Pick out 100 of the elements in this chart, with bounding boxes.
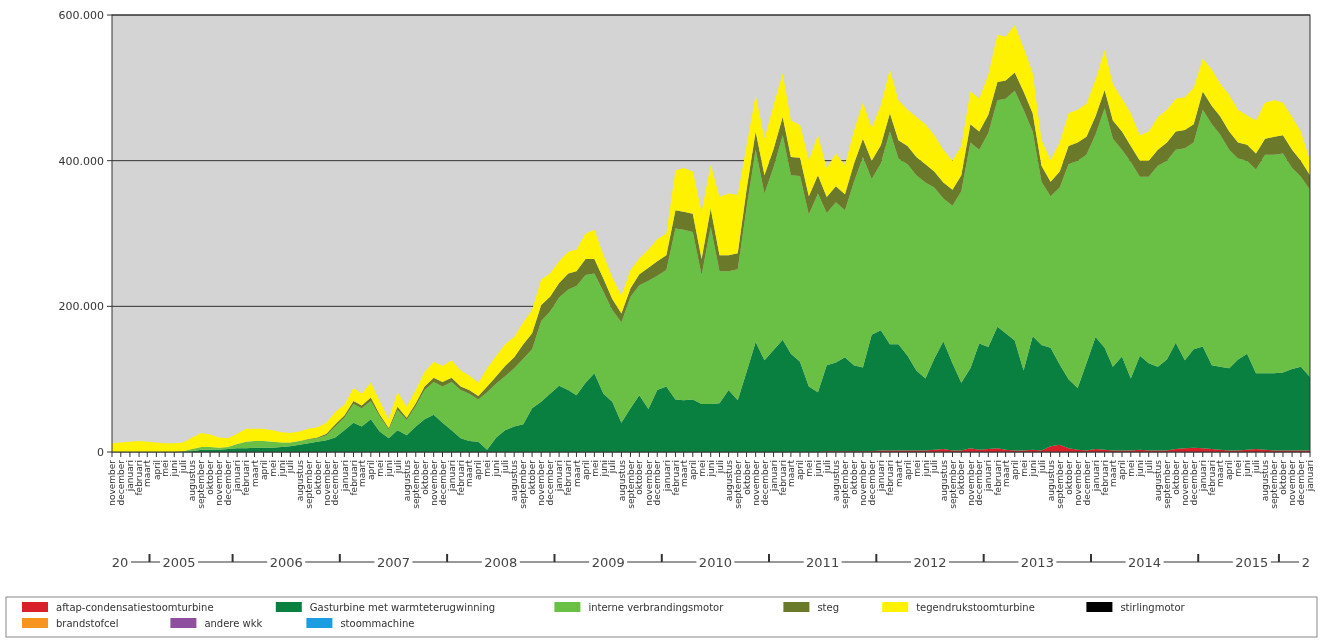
x-tick-label: juli (929, 460, 940, 475)
x-tick-label: december (974, 459, 985, 506)
x-tick-label: januari (875, 460, 886, 493)
x-tick-label: mei (803, 460, 814, 477)
x-tick-label: november (214, 459, 225, 506)
x-tick-label: november (965, 459, 976, 506)
text: 2011 (806, 554, 840, 570)
x-tick-label: juli (607, 460, 618, 475)
x-tick-label: november (1287, 459, 1298, 506)
x-tick-label: augustus (938, 459, 949, 502)
x-tick-label: oktober (1170, 459, 1181, 495)
text: 2015 (1235, 554, 1269, 570)
x-tick-label: juni (169, 460, 180, 478)
x-tick-label: juli (1251, 460, 1262, 475)
x-tick-label: december (330, 459, 341, 506)
x-tick-label: oktober (956, 459, 967, 495)
x-tick-label: augustus (187, 459, 198, 502)
x-tick-label: juni (598, 460, 609, 478)
x-tick-label: juli (500, 460, 511, 475)
text: 2014 (1128, 554, 1162, 570)
x-tick-label: april (795, 460, 806, 480)
legend-label: steg (817, 601, 840, 613)
x-tick-label: april (1224, 460, 1235, 480)
x-tick-label: april (1009, 460, 1020, 480)
x-tick-label: december (1296, 459, 1307, 506)
x-tick-label: juni (705, 460, 716, 478)
legend-label: Gasturbine met warmteterugwinning (309, 601, 496, 613)
y-tick-label: 600.000 (58, 8, 104, 22)
legend-label: andere wkk (204, 617, 263, 629)
x-tick-label: april (365, 460, 376, 480)
x-tick-label: juli (178, 460, 189, 475)
text: 2008 (484, 554, 518, 570)
x-tick-label: maart (1108, 459, 1119, 488)
x-tick-label: oktober (205, 459, 216, 495)
x-tick-label: augustus (831, 459, 841, 502)
x-tick-label: mei (1018, 460, 1029, 477)
x-tick-label: mei (1233, 460, 1244, 477)
x-tick-label: juli (1036, 460, 1047, 475)
x-tick-label: maart (571, 459, 582, 488)
x-tick-label: april (258, 460, 269, 480)
x-tick-label: maart (249, 459, 260, 488)
x-tick-label: november (428, 459, 439, 506)
legend-label: aftap-condensatiestoomturbine (56, 601, 214, 613)
x-tick-label: januari (232, 460, 243, 493)
x-tick-label: juli (821, 460, 832, 475)
x-tick-label: maart (142, 459, 153, 488)
x-tick-label: mei (267, 460, 278, 477)
x-tick-label: januari (768, 460, 779, 493)
x-tick-label: december (652, 459, 663, 506)
x-tick-label: december (866, 459, 877, 506)
x-tick-label: mei (482, 460, 493, 477)
x-tick-label: november (1180, 459, 1190, 506)
x-tick-label: maart (464, 459, 475, 488)
x-tick-label: september (196, 459, 207, 509)
text: 2010 (698, 554, 732, 570)
x-tick-label: juli (285, 460, 296, 475)
x-tick-label: januari (446, 460, 457, 493)
x-tick-label: mei (696, 460, 707, 477)
x-tick-label: november (643, 459, 654, 506)
x-tick-label: juni (1027, 460, 1038, 478)
x-tick-label: april (687, 460, 698, 480)
text: 2007 (376, 554, 410, 570)
x-tick-label: juni (1135, 460, 1146, 478)
x-tick-label: juli (1143, 460, 1154, 475)
x-tick-label: oktober (634, 459, 645, 495)
x-tick-label: december (1188, 459, 1199, 506)
x-tick-label: januari (1197, 460, 1208, 493)
x-tick-label: januari (983, 460, 994, 493)
text: 2012 (913, 554, 947, 570)
text: 2005 (162, 554, 196, 570)
x-tick-label: november (107, 459, 118, 506)
x-tick-label: maart (1215, 459, 1226, 488)
text: 2 (1301, 554, 1311, 570)
x-tick-label: februari (885, 460, 896, 496)
x-tick-label: maart (356, 459, 367, 488)
x-tick-label: augustus (1260, 459, 1271, 502)
x-tick-label: januari (125, 460, 136, 493)
x-tick-label: januari (554, 460, 565, 493)
x-tick-label: februari (563, 460, 574, 496)
x-tick-label: december (1081, 459, 1092, 506)
x-tick-label: juli (714, 460, 725, 475)
x-tick-label: april (151, 460, 162, 480)
x-tick-label: september (518, 459, 529, 509)
x-tick-label: november (1072, 459, 1083, 506)
x-tick-label: maart (786, 459, 797, 488)
legend-label: stirlingmotor (1120, 601, 1186, 613)
x-tick-label: november (321, 459, 332, 506)
x-tick-label: december (437, 459, 448, 506)
x-tick-label: augustus (294, 459, 305, 502)
x-tick-label: oktober (1278, 459, 1289, 495)
x-tick-label: februari (241, 460, 252, 496)
x-tick-label: november (858, 459, 869, 506)
x-tick-label: april (473, 460, 484, 480)
text: 2006 (269, 554, 303, 570)
x-tick-label: mei (160, 460, 171, 477)
x-tick-label: januari (1305, 460, 1316, 493)
x-tick-label: mei (1125, 460, 1136, 477)
x-tick-label: juni (920, 460, 931, 478)
x-tick-label: mei (589, 460, 600, 477)
x-tick-label: oktober (848, 459, 859, 495)
